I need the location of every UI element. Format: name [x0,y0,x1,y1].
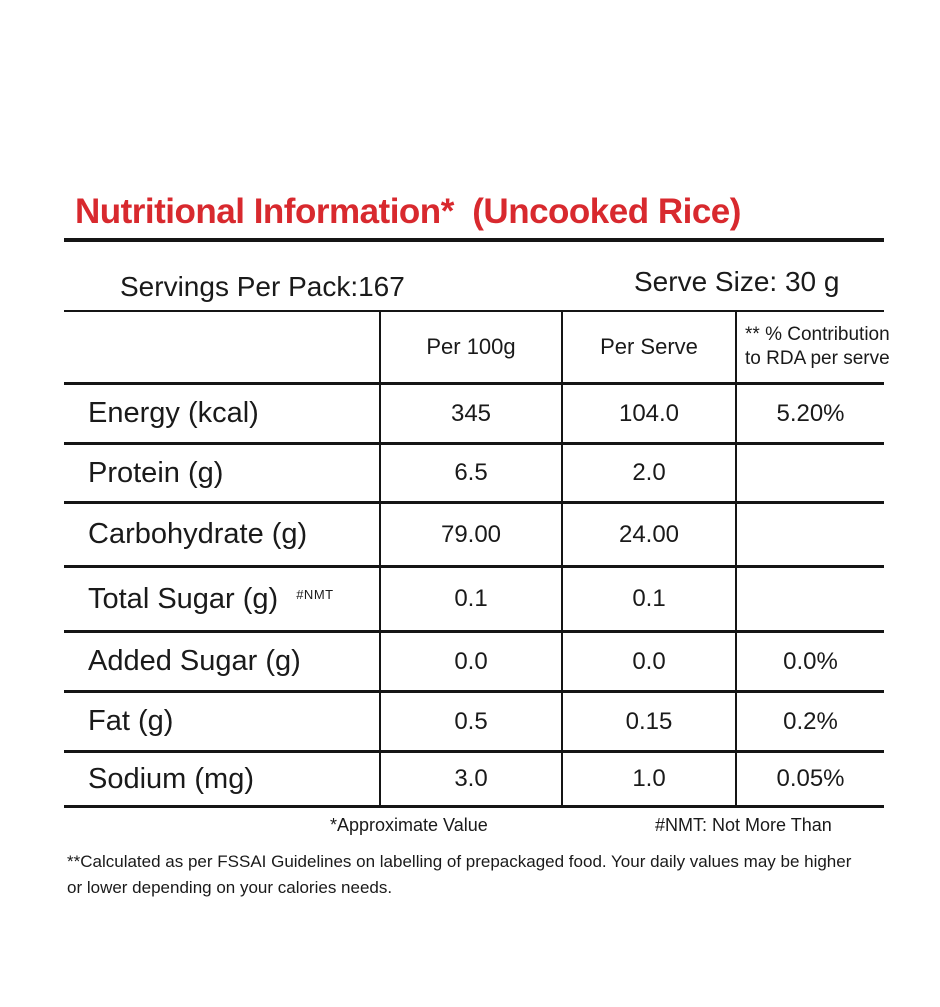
value-per-serve: 104.0 [563,385,737,442]
value-per-100g: 0.5 [381,693,563,750]
nutrient-label-text: Total Sugar (g) [88,582,279,615]
value-per-serve: 1.0 [563,753,737,805]
nutrient-label-text: Energy (kcal) [88,397,259,429]
header-per-serve: Per Serve [563,312,737,382]
value-per-100g: 79.00 [381,504,563,565]
table-row: Carbohydrate (g) 79.00 24.00 [64,504,884,568]
title-divider [64,238,884,242]
nutrient-label-text: Sodium (mg) [88,762,254,795]
value-per-100g: 345 [381,385,563,442]
value-per-100g: 6.5 [381,445,563,501]
nutrient-label: Fat (g) [64,693,381,750]
nutrient-label-text: Protein (g) [88,456,224,489]
value-per-100g: 3.0 [381,753,563,805]
fssai-disclaimer: **Calculated as per FSSAI Guidelines on … [67,849,851,902]
nutrient-label: Energy (kcal) [64,385,381,442]
serve-size: Serve Size: 30 g [634,266,840,297]
fssai-disclaimer-line2: or lower depending on your calories need… [67,878,393,898]
value-rda: 0.2% [783,707,838,735]
page-title: Nutritional Information* (Uncooked Rice) [75,192,741,231]
nutrient-label: Added Sugar (g) [64,633,381,690]
nutrient-label: Carbohydrate (g) [64,504,381,565]
nutrient-label-text: Fat (g) [88,705,174,737]
table-row: Sodium (mg) 3.0 1.0 0.05% [64,753,884,808]
table-row: Protein (g) 6.5 2.0 [64,445,884,504]
nutrient-label-text: Carbohydrate (g) [88,518,308,550]
value-rda: 5.20% [776,399,845,427]
table-row: Fat (g) 0.5 0.15 0.2% [64,693,884,753]
table-row: Energy (kcal) 345 104.0 5.20% [64,385,884,445]
value-rda: 0.05% [776,765,845,792]
value-rda [737,568,884,630]
table-row: Total Sugar (g) #NMT 0.1 0.1 [64,568,884,633]
value-per-serve: 0.15 [563,693,737,750]
header-rda-line2: to RDA per serve [745,348,890,369]
value-per-100g: 0.1 [381,568,563,630]
table-row: Added Sugar (g) 0.0 0.0 0.0% [64,633,884,693]
header-rda-line1: ** % Contribution [745,323,890,345]
value-rda [737,504,884,565]
value-per-100g: 0.0 [381,633,563,690]
header-nutrient [64,312,381,382]
header-rda-contribution: ** % Contribution to RDA per serve [737,312,890,382]
value-per-serve: 24.00 [563,504,737,565]
value-per-serve: 2.0 [563,445,737,501]
nutrient-label: Protein (g) [64,445,381,501]
nutrient-label-text: Added Sugar (g) [88,645,301,677]
value-per-serve: 0.1 [563,568,737,630]
footnote-nmt-definition: #NMT: Not More Than [655,815,832,835]
nutrient-label: Sodium (mg) [64,753,381,805]
fssai-disclaimer-line1: **Calculated as per FSSAI Guidelines on … [67,852,852,871]
header-per-100g: Per 100g [381,312,563,382]
value-rda: 0.0% [783,647,838,675]
nutrient-label: Total Sugar (g) #NMT [64,568,381,630]
value-per-serve: 0.0 [563,633,737,690]
servings-per-pack: Servings Per Pack:167 [120,271,405,302]
nutrition-table: Per 100g Per Serve ** % Contribution to … [64,310,890,808]
nmt-marker: #NMT [296,586,334,602]
value-rda [737,445,884,501]
table-header-row: Per 100g Per Serve ** % Contribution to … [64,312,890,385]
footnote-approximate-value: *Approximate Value [330,815,488,835]
